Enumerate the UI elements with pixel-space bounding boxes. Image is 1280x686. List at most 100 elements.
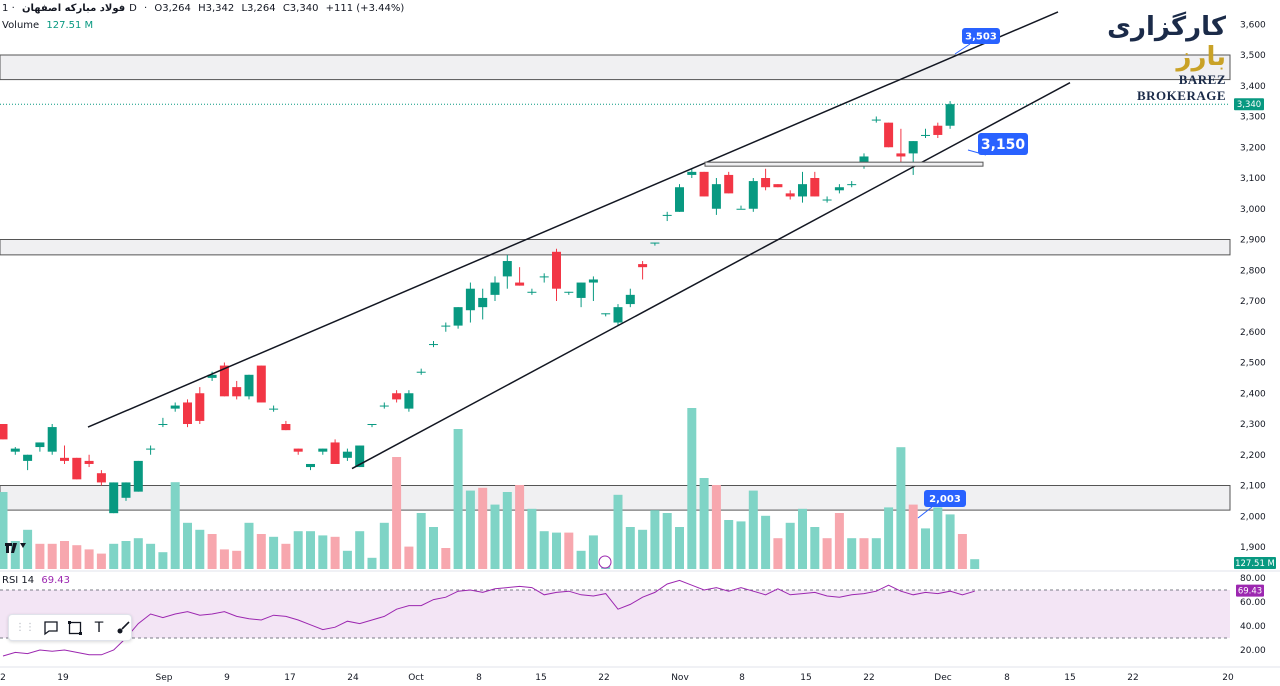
brush-icon[interactable]: [115, 619, 131, 637]
date-tick-label: 9: [224, 673, 230, 683]
volume-bar: [392, 457, 402, 569]
candle-body: [896, 153, 906, 157]
volume-bar: [490, 504, 500, 569]
price-tick-label: 2,300: [1240, 420, 1266, 430]
date-tick-label: 22: [598, 673, 609, 683]
candle-body: [588, 279, 598, 283]
channel-lower-line: [351, 82, 1071, 470]
candle-body: [871, 119, 881, 121]
candle-body: [601, 313, 611, 315]
candle-body: [773, 184, 783, 188]
candle-body: [72, 457, 82, 480]
last-volume-tag-text: 127.51 M: [1235, 559, 1275, 569]
volume-bar: [675, 527, 684, 569]
candle-body: [281, 424, 291, 431]
candle-body: [429, 344, 438, 346]
rsi-tick-label: 40.00: [1240, 622, 1266, 632]
date-tick-label: Dec: [934, 673, 951, 683]
volume-bar: [60, 541, 69, 569]
label-top-channel: 3,503: [954, 28, 1000, 55]
volume-bar: [970, 559, 980, 569]
rsi-value-tag: [1236, 584, 1264, 597]
date-tick-label: 8: [1004, 673, 1010, 683]
volume-bar: [921, 528, 930, 569]
candle-body: [232, 387, 242, 397]
brand-logo: کارگزاری بارز BAREZ BROKERAGE: [1086, 12, 1226, 104]
volume-bar: [539, 531, 549, 569]
candle-body: [687, 171, 697, 175]
volume-label: Volume: [2, 20, 40, 31]
candle-body: [158, 424, 168, 425]
candle-body: [625, 294, 635, 305]
candle-body: [564, 291, 574, 293]
price-tick-label: 2,000: [1240, 512, 1266, 522]
rsi-tick-label: 20.00: [1240, 646, 1266, 656]
volume-bar: [293, 531, 303, 569]
price-tick-label: 3,300: [1240, 113, 1266, 123]
volume-bar: [822, 538, 832, 569]
drag-handle-icon[interactable]: ⋮⋮: [15, 622, 35, 633]
candle-body: [921, 134, 930, 136]
candle-body: [355, 445, 365, 468]
candle-body: [662, 214, 672, 216]
tradingview-logo-icon[interactable]: [4, 541, 28, 561]
volume-bar: [121, 541, 131, 569]
support-line: [704, 161, 984, 167]
volume-bar: [207, 534, 217, 569]
rsi-tick-label: 80.00: [1240, 574, 1266, 584]
candle-body: [306, 463, 315, 468]
volume-bar: [47, 543, 57, 569]
symbol-name[interactable]: فولاد مبارکه اصفهان: [21, 3, 126, 14]
volume-bar: [195, 529, 205, 569]
sr-zone-1: [0, 239, 1231, 256]
volume-bar: [306, 531, 315, 569]
candle-body: [884, 122, 894, 148]
volume-bar: [908, 504, 918, 569]
price-tick-label: 3,500: [1240, 51, 1266, 61]
candle-body: [392, 393, 402, 400]
date-tick-label: 19: [57, 673, 69, 683]
price-tick-label: 2,900: [1240, 236, 1266, 246]
candle-body: [933, 125, 943, 135]
text-icon[interactable]: T: [94, 619, 104, 636]
volume-bar: [748, 490, 758, 569]
volume-bar: [810, 527, 820, 569]
volume-bar: [0, 492, 8, 569]
candle-body: [47, 427, 57, 452]
volume-bar: [564, 532, 574, 569]
candle-body: [724, 174, 734, 194]
volume-bar: [219, 549, 229, 569]
label-bottom-zone-text: 2,003: [929, 494, 961, 505]
label-bottom-zone-pointer: [917, 506, 933, 519]
candle-body: [404, 393, 414, 409]
candle-body: [367, 424, 377, 425]
volume-bar: [84, 549, 94, 569]
brand-name-dark: کارگزاری: [1107, 12, 1226, 42]
rsi-legend: RSI 14 69.43: [2, 575, 70, 586]
price-tick-label: 2,800: [1240, 266, 1266, 276]
candle-body: [810, 178, 820, 197]
volume-bar: [367, 557, 377, 569]
candle-body: [527, 291, 537, 293]
candle-body: [453, 307, 463, 326]
date-tick-label: 8: [739, 673, 745, 683]
candle-body: [711, 184, 721, 209]
volume-bar: [35, 543, 45, 569]
candle-body: [834, 187, 844, 191]
candle-body: [515, 282, 525, 286]
candle-body: [761, 178, 771, 188]
callout-icon[interactable]: [43, 619, 59, 637]
price-tick-label: 2,200: [1240, 451, 1266, 461]
volume-bar: [379, 522, 389, 569]
candle-body: [945, 104, 955, 126]
volume-bar: [441, 548, 451, 569]
volume-bar: [552, 532, 561, 569]
interval-label[interactable]: 1D: [2, 3, 137, 14]
volume-bar: [896, 447, 906, 569]
price-tick-label: 2,600: [1240, 328, 1266, 338]
volume-bar: [281, 543, 291, 569]
volume-bar: [342, 550, 352, 569]
candle-body: [613, 307, 623, 323]
rectangle-icon[interactable]: [67, 619, 83, 637]
